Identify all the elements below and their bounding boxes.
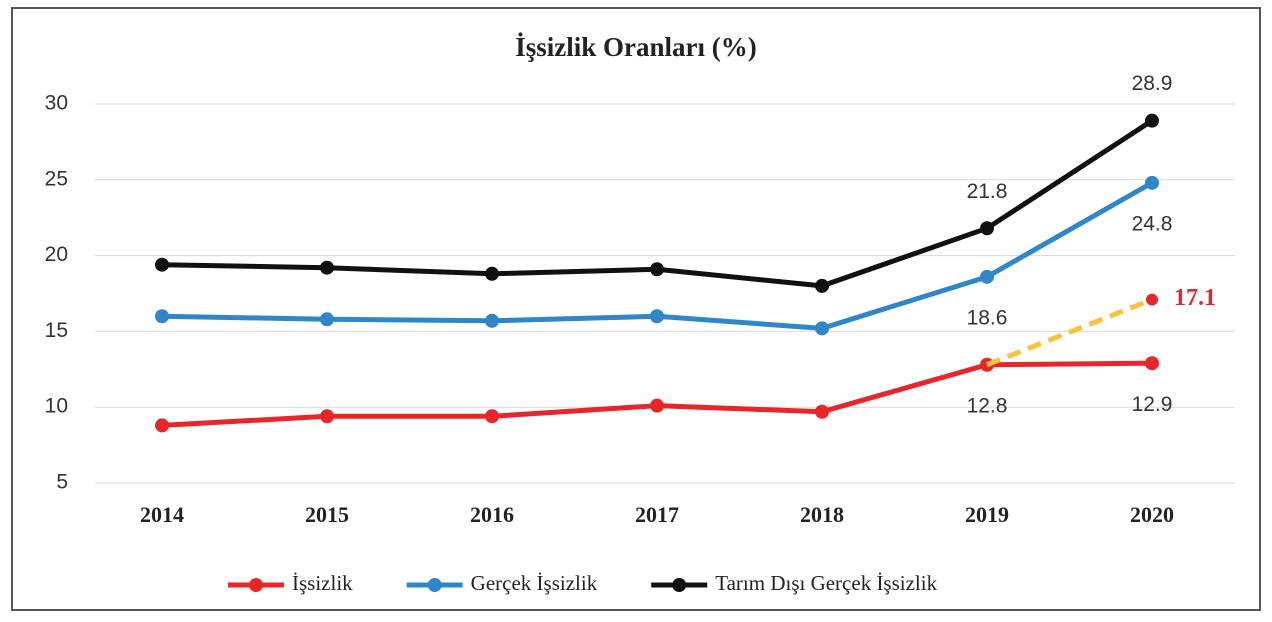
marker xyxy=(650,309,664,324)
marker xyxy=(155,309,169,324)
marker xyxy=(320,260,334,275)
y-tick-label: 25 xyxy=(45,167,68,190)
data-label: 17.1 xyxy=(1174,285,1216,311)
marker xyxy=(320,312,334,327)
marker xyxy=(320,409,334,424)
data-label: 18.6 xyxy=(967,306,1008,329)
marker xyxy=(815,404,829,419)
x-tick-label: 2017 xyxy=(635,502,679,527)
chart-border xyxy=(11,7,1261,611)
y-tick-label: 5 xyxy=(56,471,68,494)
marker xyxy=(1145,113,1159,128)
data-label: 28.9 xyxy=(1132,72,1173,95)
marker xyxy=(1145,356,1159,371)
marker xyxy=(485,409,499,424)
legend-marker xyxy=(249,578,263,592)
series-line xyxy=(986,297,1153,368)
data-label: 12.9 xyxy=(1132,393,1173,416)
y-tick-label: 10 xyxy=(45,395,68,418)
y-tick-label: 30 xyxy=(45,92,68,115)
chart-title: İşsizlik Oranları (%) xyxy=(515,32,757,62)
legend-label: Tarım Dışı Gerçek İşsizlik xyxy=(715,571,937,595)
data-label: 24.8 xyxy=(1132,212,1173,235)
x-tick-label: 2016 xyxy=(470,502,514,527)
marker xyxy=(650,398,664,413)
y-tick-label: 20 xyxy=(45,243,68,266)
legend-label: İşsizlik xyxy=(292,571,353,595)
marker xyxy=(980,221,994,236)
marker xyxy=(815,278,829,293)
marker xyxy=(1146,293,1158,306)
x-tick-label: 2015 xyxy=(305,502,349,527)
x-tick-label: 2020 xyxy=(1130,502,1174,527)
x-tick-label: 2019 xyxy=(965,502,1009,527)
marker xyxy=(650,262,664,277)
marker xyxy=(1145,175,1159,190)
marker xyxy=(485,313,499,328)
x-tick-label: 2018 xyxy=(800,502,844,527)
legend-marker xyxy=(427,578,442,592)
marker xyxy=(485,266,499,281)
marker xyxy=(980,269,994,284)
marker xyxy=(815,321,829,336)
data-label: 12.8 xyxy=(967,394,1008,417)
legend-label: Gerçek İşsizlik xyxy=(471,571,598,595)
x-tick-label: 2014 xyxy=(140,502,184,527)
data-label: 21.8 xyxy=(967,180,1008,203)
y-tick-label: 15 xyxy=(45,319,68,342)
marker xyxy=(155,418,169,433)
marker xyxy=(155,257,169,272)
legend-marker xyxy=(672,578,687,592)
